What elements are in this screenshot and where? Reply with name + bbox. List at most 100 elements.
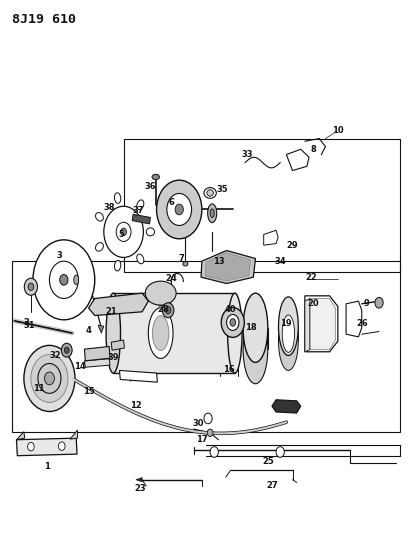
Circle shape <box>104 206 143 257</box>
Polygon shape <box>70 430 77 439</box>
Circle shape <box>157 180 202 239</box>
Circle shape <box>64 347 69 353</box>
Circle shape <box>116 222 131 241</box>
Text: 38: 38 <box>103 204 115 212</box>
Circle shape <box>59 442 65 450</box>
Circle shape <box>49 261 78 298</box>
Circle shape <box>175 204 183 215</box>
Text: 19: 19 <box>281 319 292 328</box>
Ellipse shape <box>146 228 154 236</box>
Polygon shape <box>16 432 25 440</box>
Ellipse shape <box>227 293 242 373</box>
Ellipse shape <box>282 315 295 352</box>
Text: 30: 30 <box>192 419 204 428</box>
Text: 9: 9 <box>364 300 370 308</box>
Text: 1: 1 <box>44 462 50 471</box>
Polygon shape <box>305 296 338 352</box>
Circle shape <box>227 314 239 330</box>
Ellipse shape <box>152 316 169 351</box>
Ellipse shape <box>243 293 268 362</box>
Polygon shape <box>346 301 362 337</box>
Polygon shape <box>119 370 157 382</box>
Polygon shape <box>264 230 278 245</box>
Text: 37: 37 <box>132 206 144 215</box>
Circle shape <box>230 319 236 326</box>
Circle shape <box>24 278 37 295</box>
Circle shape <box>24 345 75 411</box>
Ellipse shape <box>152 174 159 180</box>
Circle shape <box>28 283 34 290</box>
Ellipse shape <box>96 213 103 221</box>
Text: 8: 8 <box>310 145 316 154</box>
Circle shape <box>60 274 68 285</box>
Ellipse shape <box>208 204 217 223</box>
Circle shape <box>44 372 54 385</box>
Circle shape <box>61 343 72 357</box>
Text: 8J19 610: 8J19 610 <box>12 13 76 26</box>
Text: 36: 36 <box>145 182 156 191</box>
Text: 25: 25 <box>262 457 274 465</box>
Ellipse shape <box>115 193 121 204</box>
Polygon shape <box>201 251 255 284</box>
Text: 34: 34 <box>274 257 286 265</box>
Ellipse shape <box>137 200 144 209</box>
Text: 4: 4 <box>86 326 91 335</box>
Circle shape <box>207 429 213 437</box>
Ellipse shape <box>74 275 79 285</box>
Text: 32: 32 <box>50 351 61 360</box>
Text: 26: 26 <box>357 319 368 328</box>
Ellipse shape <box>279 312 298 370</box>
Circle shape <box>276 447 284 457</box>
Circle shape <box>38 364 61 393</box>
Text: 7: 7 <box>178 254 184 263</box>
Text: 6: 6 <box>168 198 174 207</box>
Polygon shape <box>113 293 235 373</box>
Polygon shape <box>84 346 110 361</box>
Text: 20: 20 <box>307 300 319 308</box>
Ellipse shape <box>243 314 268 384</box>
Text: 40: 40 <box>225 305 236 313</box>
Text: 29: 29 <box>287 241 298 249</box>
Ellipse shape <box>145 281 176 305</box>
Polygon shape <box>136 478 142 482</box>
Text: 28: 28 <box>157 305 169 313</box>
Ellipse shape <box>137 254 144 264</box>
Polygon shape <box>16 438 77 456</box>
Circle shape <box>210 447 218 457</box>
Text: 23: 23 <box>134 484 146 493</box>
Text: 2: 2 <box>24 318 30 327</box>
Polygon shape <box>98 325 104 333</box>
Ellipse shape <box>204 188 216 198</box>
Polygon shape <box>132 214 150 224</box>
Text: 15: 15 <box>83 387 94 395</box>
Text: 13: 13 <box>213 257 224 265</box>
Ellipse shape <box>106 293 121 373</box>
Polygon shape <box>286 149 309 171</box>
Circle shape <box>204 413 212 424</box>
Circle shape <box>375 297 383 308</box>
Ellipse shape <box>279 297 298 356</box>
Text: 5: 5 <box>119 230 124 239</box>
Text: 35: 35 <box>217 185 228 193</box>
Circle shape <box>165 306 171 314</box>
Circle shape <box>162 303 174 318</box>
Circle shape <box>167 193 192 225</box>
Polygon shape <box>272 400 301 413</box>
Text: 16: 16 <box>223 365 234 374</box>
Polygon shape <box>89 293 148 316</box>
Ellipse shape <box>207 190 213 196</box>
Circle shape <box>121 228 126 236</box>
Text: 33: 33 <box>241 150 253 159</box>
Text: 12: 12 <box>130 401 142 409</box>
Polygon shape <box>310 298 335 350</box>
Text: 18: 18 <box>246 324 257 332</box>
Text: 17: 17 <box>196 435 208 444</box>
Ellipse shape <box>183 262 188 266</box>
Text: 10: 10 <box>332 126 344 135</box>
Polygon shape <box>111 340 124 350</box>
Text: 31: 31 <box>23 321 35 329</box>
Text: 27: 27 <box>266 481 278 489</box>
Circle shape <box>221 308 244 337</box>
Text: 22: 22 <box>305 273 317 281</box>
Circle shape <box>33 240 95 320</box>
